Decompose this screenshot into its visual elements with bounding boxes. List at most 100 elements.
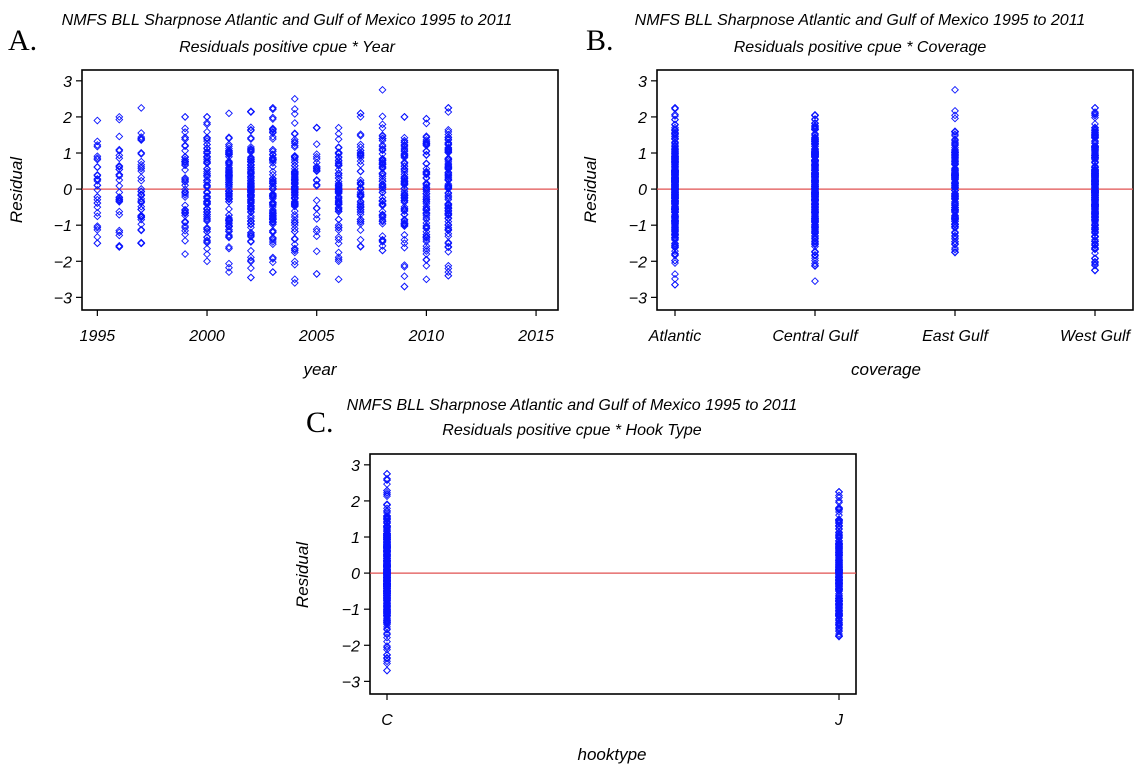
residual-point (181, 226, 190, 235)
residual-point (671, 280, 679, 289)
residual-point (378, 131, 387, 140)
residual-point (1091, 152, 1099, 161)
residual-point (1091, 216, 1099, 225)
residual-point (811, 277, 819, 286)
residual-point (811, 254, 819, 263)
residual-point (835, 596, 843, 605)
residual-point (811, 137, 819, 146)
residual-point (246, 133, 255, 142)
residual-point (383, 514, 391, 523)
residual-point (181, 230, 190, 239)
residual-point (811, 218, 819, 226)
residual-point (835, 616, 843, 625)
residual-point (115, 196, 124, 205)
residual-point (383, 606, 391, 615)
residual-point (334, 160, 343, 168)
residual-point (137, 134, 146, 143)
residual-point (671, 155, 679, 163)
residual-point (951, 206, 959, 215)
residual-point (422, 164, 431, 173)
residual-point (951, 153, 959, 162)
residual-point (137, 173, 146, 182)
residual-point (203, 236, 211, 245)
residual-point (811, 259, 819, 268)
residual-point (290, 94, 299, 103)
residual-point (383, 578, 391, 587)
residual-point (671, 199, 679, 208)
residual-point (671, 250, 679, 258)
panel-a-plot: −3 −2 −1 0 1 2 3 1995 2000 2005 2010 2015 (54, 69, 559, 345)
residual-point (334, 253, 343, 262)
residual-point (444, 135, 453, 144)
residual-point (951, 106, 959, 115)
residual-point (671, 144, 679, 153)
residual-point (334, 143, 343, 152)
residual-point (383, 642, 391, 651)
residual-point (203, 189, 211, 197)
residual-point (835, 517, 843, 526)
residual-point (268, 268, 277, 277)
residual-point (951, 127, 959, 136)
residual-point (400, 222, 409, 231)
residual-point (290, 119, 299, 127)
residual-point (290, 260, 299, 269)
residual-point (378, 159, 387, 168)
panel-a: NMFS BLL Sharpnose Atlantic and Gulf of … (7, 12, 559, 379)
x-tick-label: 1995 (80, 328, 116, 345)
residual-point (671, 224, 679, 232)
residual-point (93, 116, 102, 125)
residual-point (356, 200, 365, 209)
residual-point (383, 633, 391, 642)
residual-point (312, 176, 321, 185)
residual-point (246, 264, 255, 273)
residual-point (290, 141, 299, 150)
residual-point (115, 207, 124, 216)
residual-point (400, 262, 409, 271)
residual-point (356, 157, 365, 166)
y-tick-label: −3 (54, 290, 72, 307)
residual-point (181, 174, 190, 182)
y-tick-label: 0 (638, 182, 647, 199)
residual-point (203, 159, 211, 167)
residual-point (383, 608, 391, 617)
residual-point (203, 225, 211, 234)
residual-point (835, 540, 843, 549)
residual-point (137, 148, 146, 157)
residual-point (444, 181, 453, 190)
residual-point (137, 136, 146, 145)
residual-point (378, 154, 387, 163)
residual-point (181, 112, 190, 121)
residual-point (835, 626, 843, 635)
residual-point (93, 154, 102, 163)
residual-point (181, 205, 190, 214)
residual-point (422, 179, 431, 188)
residual-point (444, 209, 453, 218)
residual-point (137, 225, 146, 234)
residual-point (137, 133, 146, 142)
residual-point (181, 178, 190, 186)
y-tick-label: 0 (63, 182, 72, 199)
residual-point (225, 263, 233, 272)
residual-point (356, 140, 365, 149)
residual-point (400, 202, 409, 211)
residual-point (93, 141, 102, 149)
residual-point (378, 141, 387, 150)
residual-point (290, 201, 299, 210)
residual-point (115, 210, 124, 219)
residual-point (383, 653, 391, 662)
residual-point (1091, 213, 1099, 222)
residual-point (811, 251, 819, 260)
residual-point (444, 133, 453, 142)
residual-point (383, 522, 391, 531)
residual-point (93, 137, 102, 146)
residual-point (444, 143, 453, 152)
residual-point (246, 148, 255, 156)
residual-point (181, 218, 190, 227)
y-tick-label: 3 (351, 458, 360, 475)
residual-point (356, 112, 365, 121)
residual-point (356, 167, 365, 176)
residual-point (444, 200, 453, 209)
residual-point (1091, 228, 1099, 237)
residual-point (383, 622, 391, 631)
residual-point (181, 135, 190, 144)
